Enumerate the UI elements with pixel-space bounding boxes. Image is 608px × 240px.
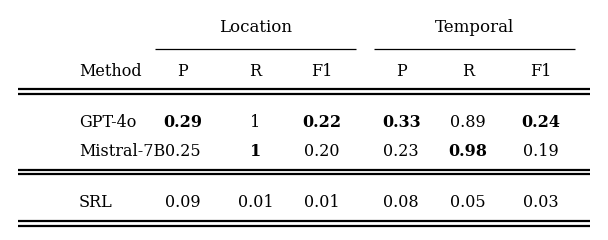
Text: Method: Method	[79, 64, 142, 80]
Text: R: R	[249, 64, 261, 80]
Text: 0.05: 0.05	[451, 194, 486, 211]
Text: Location: Location	[219, 19, 292, 36]
Text: 0.20: 0.20	[305, 143, 340, 160]
Text: 0.25: 0.25	[165, 143, 200, 160]
Text: 0.22: 0.22	[303, 114, 342, 131]
Text: 0.89: 0.89	[451, 114, 486, 131]
Text: F1: F1	[530, 64, 552, 80]
Text: 0.08: 0.08	[384, 194, 419, 211]
Text: Mistral-7B: Mistral-7B	[79, 143, 165, 160]
Text: 0.01: 0.01	[305, 194, 340, 211]
Text: 1: 1	[250, 114, 260, 131]
Text: Temporal: Temporal	[435, 19, 514, 36]
Text: 0.33: 0.33	[382, 114, 421, 131]
Text: GPT-4o: GPT-4o	[79, 114, 136, 131]
Text: 0.09: 0.09	[165, 194, 200, 211]
Text: 0.23: 0.23	[384, 143, 419, 160]
Text: F1: F1	[311, 64, 333, 80]
Text: R: R	[462, 64, 474, 80]
Text: 0.24: 0.24	[522, 114, 561, 131]
Text: 0.29: 0.29	[163, 114, 202, 131]
Text: SRL: SRL	[79, 194, 113, 211]
Text: 0.19: 0.19	[523, 143, 559, 160]
Text: 0.98: 0.98	[449, 143, 488, 160]
Text: 0.03: 0.03	[523, 194, 559, 211]
Text: P: P	[396, 64, 407, 80]
Text: P: P	[177, 64, 188, 80]
Text: 0.01: 0.01	[238, 194, 273, 211]
Text: 1: 1	[250, 143, 261, 160]
